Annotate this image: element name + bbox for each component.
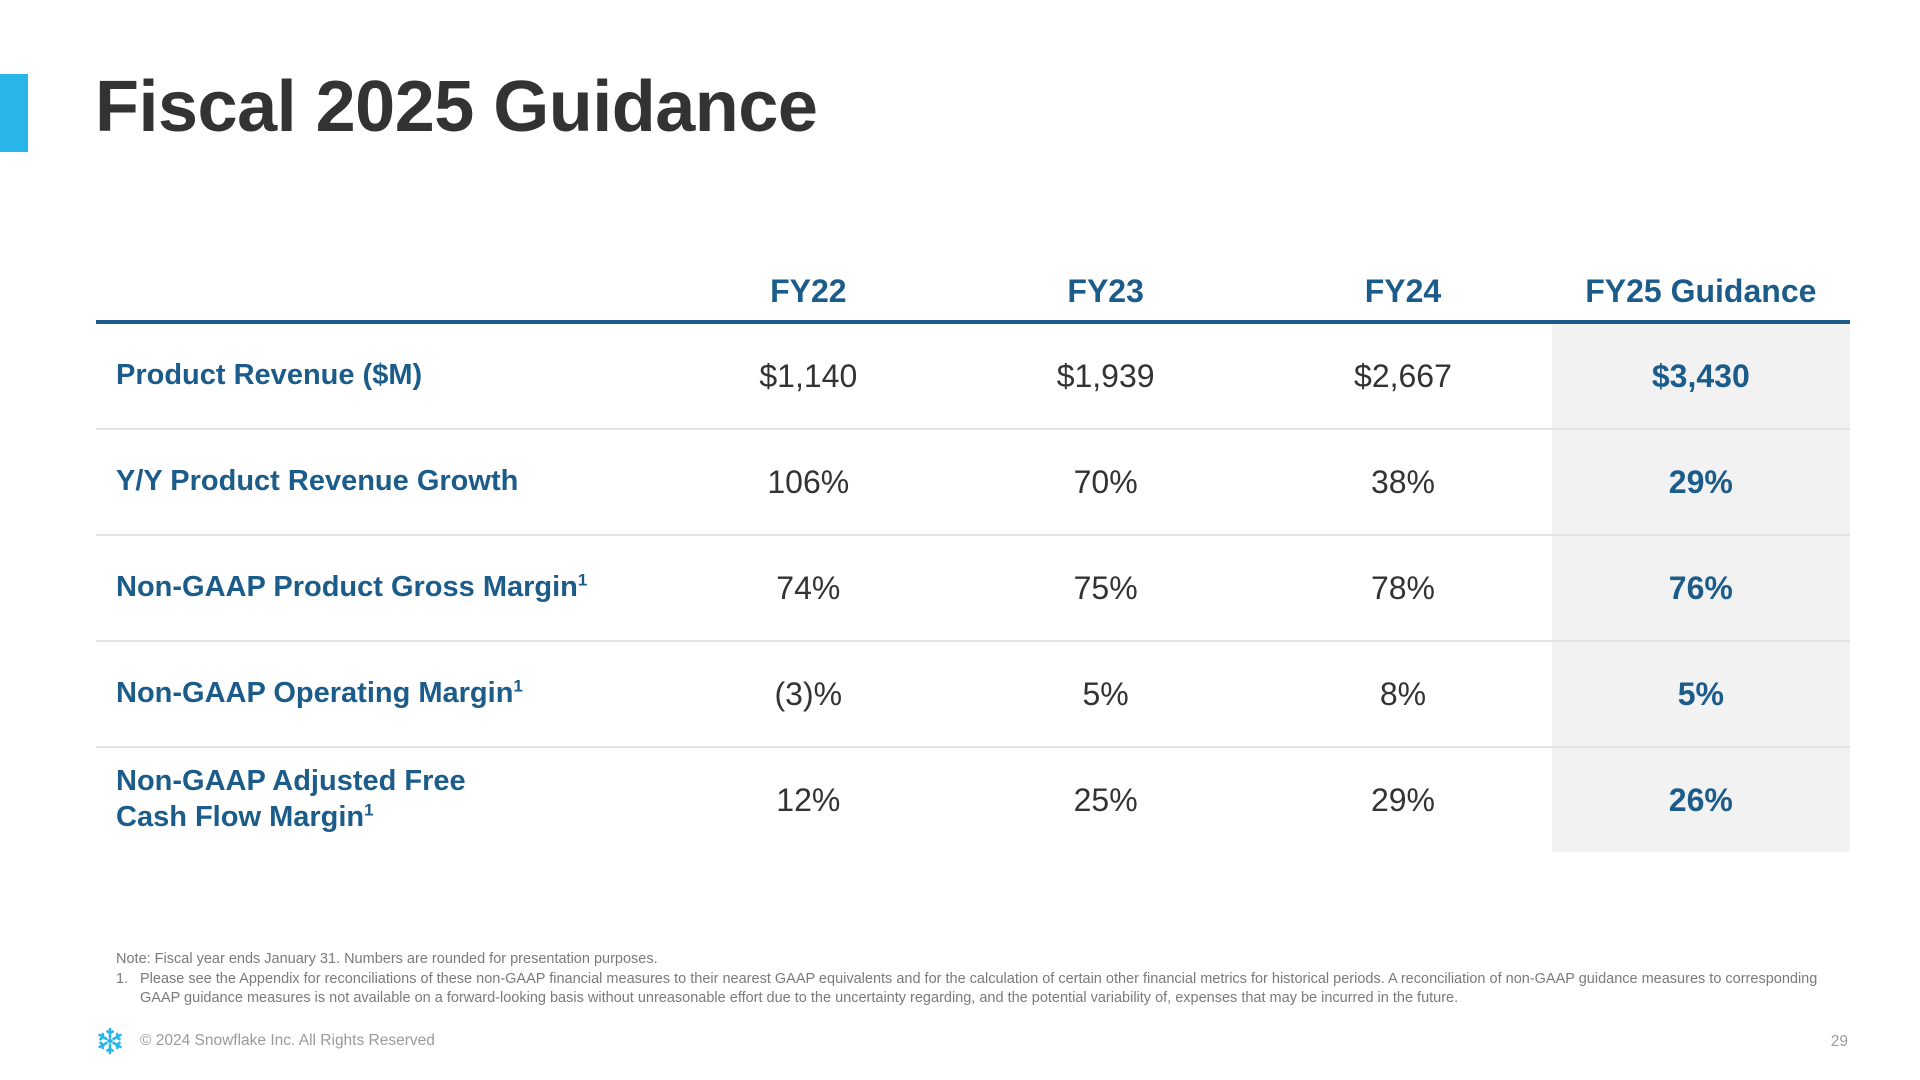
footnote-marker: 1 bbox=[577, 570, 588, 590]
cell-fy23: 70% bbox=[956, 429, 1255, 536]
page-number: 29 bbox=[1830, 1033, 1848, 1050]
column-header-fy22: FY22 bbox=[659, 262, 957, 324]
cell-fy22: 74% bbox=[659, 535, 957, 642]
row-label: Y/Y Product Revenue Growth bbox=[96, 429, 660, 536]
cell-fy23: 75% bbox=[956, 535, 1255, 642]
title-accent-bar bbox=[0, 74, 28, 152]
footnotes: Note: Fiscal year ends January 31. Numbe… bbox=[116, 950, 1846, 1009]
footnote-item: 1. Please see the Appendix for reconcili… bbox=[116, 970, 1846, 1009]
cell-fy24: 8% bbox=[1254, 641, 1552, 748]
column-header-fy24: FY24 bbox=[1254, 262, 1552, 324]
row-label-text: Product Revenue ($M) bbox=[116, 359, 423, 392]
cell-fy25-guidance: 29% bbox=[1551, 429, 1850, 536]
cell-fy24: $2,667 bbox=[1254, 322, 1552, 430]
cell-fy25-guidance: 76% bbox=[1551, 535, 1850, 642]
slide-title: Fiscal 2025 Guidance bbox=[95, 67, 818, 147]
row-label-line2: Cash Flow Margin bbox=[116, 801, 365, 833]
row-label-text: Y/Y Product Revenue Growth bbox=[116, 465, 519, 498]
footnote-marker: 1 bbox=[364, 800, 374, 820]
row-label-text: Non-GAAP Operating Margin bbox=[116, 677, 514, 710]
table-row-revenue-growth: Y/Y Product Revenue Growth 106% 70% 38% … bbox=[96, 429, 1850, 536]
cell-fy22: 12% bbox=[776, 781, 841, 818]
header-empty-cell bbox=[96, 262, 660, 324]
table-row-gross-margin: Non-GAAP Product Gross Margin1 74% 75% 7… bbox=[96, 535, 1850, 642]
cell-fy22: $1,140 bbox=[659, 322, 957, 430]
table-row-operating-margin: Non-GAAP Operating Margin1 (3)% 5% 8% 5% bbox=[96, 641, 1850, 748]
row-label: Product Revenue ($M) bbox=[96, 322, 660, 430]
row-label-text: Non-GAAP Product Gross Margin bbox=[116, 571, 578, 604]
guidance-table: FY22 FY23 FY24 FY25 Guidance Product Rev… bbox=[96, 262, 1850, 852]
cell-fy23: 5% bbox=[956, 641, 1255, 748]
table-row-product-revenue: Product Revenue ($M) $1,140 $1,939 $2,66… bbox=[96, 322, 1850, 430]
cell-fy23: $1,939 bbox=[956, 322, 1255, 430]
row-label: Non-GAAP Adjusted Free Cash Flow Margin1 bbox=[96, 747, 660, 852]
cell-fy23: 25% bbox=[1073, 781, 1138, 818]
cell-fy24: 38% bbox=[1254, 429, 1552, 536]
column-header-fy23: FY23 bbox=[956, 262, 1255, 324]
cell-fy24: 29% bbox=[1370, 781, 1435, 818]
column-header-fy25-guidance: FY25 Guidance bbox=[1551, 262, 1850, 324]
row-label: Non-GAAP Operating Margin1 bbox=[96, 641, 660, 748]
cell-fy25-guidance: 5% bbox=[1551, 641, 1850, 748]
row-label-line1: Non-GAAP Adjusted Free bbox=[116, 765, 466, 798]
copyright-text: © 2024 Snowflake Inc. All Rights Reserve… bbox=[140, 1032, 435, 1049]
footnote-marker: 1 bbox=[513, 676, 523, 696]
footnote-number: 1. bbox=[116, 970, 129, 987]
cell-fy25-guidance: 26% bbox=[1551, 747, 1850, 852]
cell-fy25-guidance: $3,430 bbox=[1551, 322, 1850, 430]
cell-fy24: 78% bbox=[1254, 535, 1552, 642]
snowflake-logo-icon bbox=[98, 1027, 122, 1055]
row-label: Non-GAAP Product Gross Margin1 bbox=[96, 535, 660, 642]
table-row-free-cash-flow-margin: Non-GAAP Adjusted Free Cash Flow Margin1 … bbox=[96, 747, 1850, 852]
fiscal-year-note: Note: Fiscal year ends January 31. Numbe… bbox=[116, 951, 658, 967]
footnote-text: Please see the Appendix for reconciliati… bbox=[140, 970, 1818, 1007]
table-header-row: FY22 FY23 FY24 FY25 Guidance bbox=[96, 262, 1850, 324]
cell-fy22: 106% bbox=[659, 429, 957, 536]
cell-fy22: (3)% bbox=[659, 641, 957, 748]
